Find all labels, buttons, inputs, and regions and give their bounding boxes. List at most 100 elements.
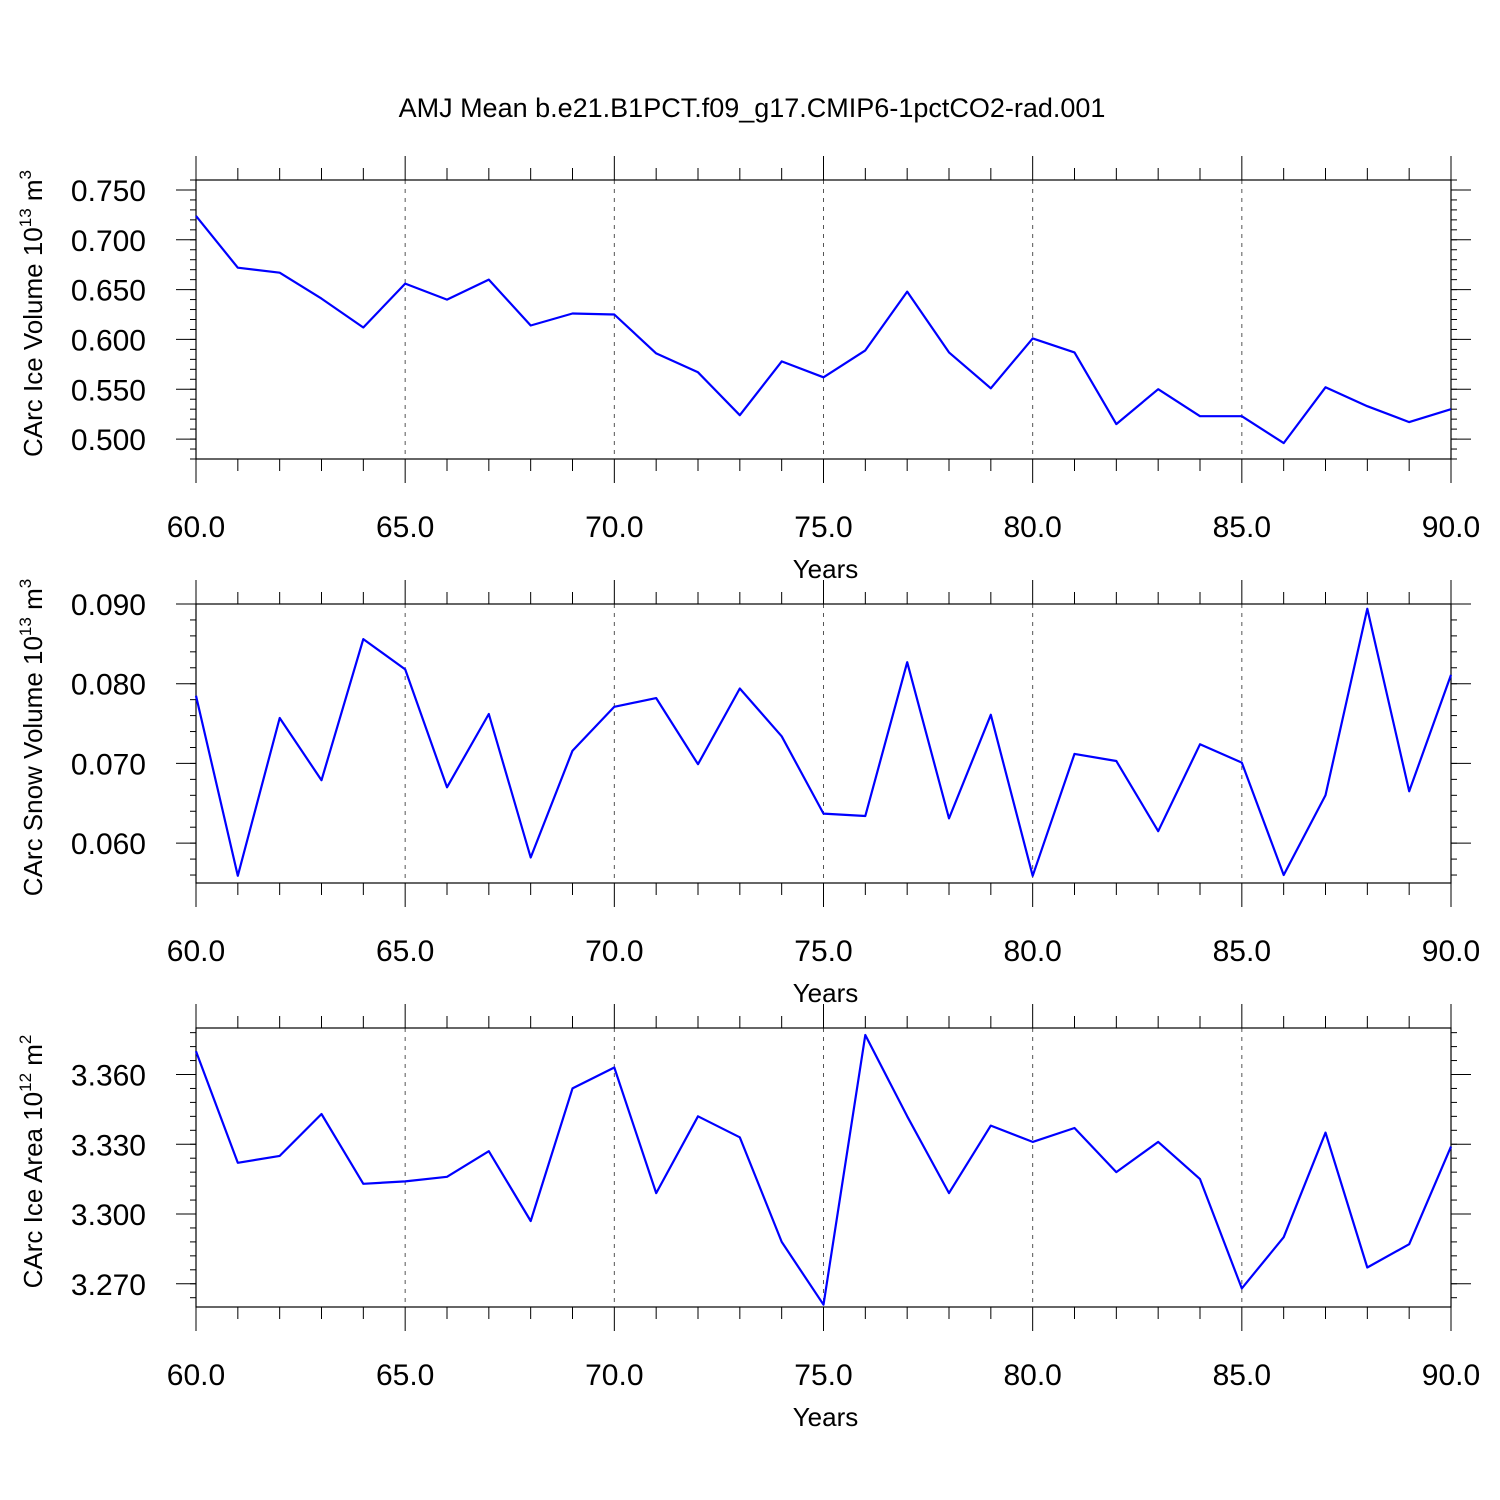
data-point <box>1156 829 1160 833</box>
data-point <box>1407 420 1411 424</box>
x-tick-label: 90.0 <box>1422 935 1480 968</box>
y-tick-label: 0.750 <box>71 175 146 208</box>
data-point <box>989 1124 993 1128</box>
data-point <box>487 1149 491 1153</box>
x-tick-label: 70.0 <box>585 511 643 544</box>
y-tick-label: 0.600 <box>71 324 146 357</box>
data-point <box>738 1135 742 1139</box>
data-point <box>1156 1140 1160 1144</box>
data-point <box>194 1049 198 1053</box>
series-line <box>194 607 1453 877</box>
data-point <box>696 1114 700 1118</box>
data-point <box>947 816 951 820</box>
data-point <box>1156 387 1160 391</box>
data-point <box>1031 874 1035 878</box>
x-tick-label: 60.0 <box>167 1359 225 1392</box>
data-point <box>863 1033 867 1037</box>
panel-1: 0.500 0.550 0.600 0.650 0.700 0.750 60.0 65.0 70… <box>16 156 1480 584</box>
data-point <box>1114 1170 1118 1174</box>
data-point <box>989 386 993 390</box>
data-point <box>696 762 700 766</box>
data-point <box>822 375 826 379</box>
data-point <box>445 1175 449 1179</box>
x-tick-label: 70.0 <box>585 935 643 968</box>
data-point <box>361 637 365 641</box>
data-point <box>278 716 282 720</box>
data-point <box>822 812 826 816</box>
data-point <box>529 855 533 859</box>
data-point <box>1031 1140 1035 1144</box>
data-point <box>654 351 658 355</box>
data-point <box>1449 673 1453 677</box>
data-point <box>1365 1265 1369 1269</box>
data-point <box>654 696 658 700</box>
data-point <box>1198 1177 1202 1181</box>
y-tick-label: 3.330 <box>71 1129 146 1162</box>
data-point <box>1365 607 1369 611</box>
data-point <box>1365 404 1369 408</box>
data-point <box>487 278 491 282</box>
data-point <box>487 712 491 716</box>
data-point <box>278 271 282 275</box>
y-tick-label: 0.700 <box>71 225 146 258</box>
data-point <box>905 290 909 294</box>
x-tick-label: 75.0 <box>794 511 852 544</box>
data-point <box>236 1161 240 1165</box>
data-point <box>863 814 867 818</box>
x-tick-label: 65.0 <box>376 1359 434 1392</box>
data-point <box>780 734 784 738</box>
x-axis-label: Years <box>793 978 859 1008</box>
x-tick-label: 80.0 <box>1003 511 1061 544</box>
y-axis-label: CArc Snow Volume 1013 m3 <box>16 579 48 896</box>
data-point <box>1198 742 1202 746</box>
data-point <box>320 297 324 301</box>
x-tick-label: 60.0 <box>167 511 225 544</box>
data-point <box>1240 1286 1244 1290</box>
data-point <box>738 413 742 417</box>
data-point <box>403 282 407 286</box>
y-tick-label: 0.550 <box>71 374 146 407</box>
data-point <box>571 749 575 753</box>
chart-title: AMJ Mean b.e21.B1PCT.f09_g17.CMIP6-1pctC… <box>399 93 1106 123</box>
data-point <box>403 667 407 671</box>
y-tick-label: 3.300 <box>71 1199 146 1232</box>
data-point <box>1240 414 1244 418</box>
data-point <box>822 1303 826 1307</box>
y-tick-label: 3.270 <box>71 1269 146 1302</box>
data-point <box>1407 1242 1411 1246</box>
data-point <box>278 1154 282 1158</box>
data-point <box>571 1086 575 1090</box>
data-point <box>947 350 951 354</box>
data-point <box>780 359 784 363</box>
data-point <box>194 214 198 218</box>
x-tick-label: 65.0 <box>376 511 434 544</box>
data-point <box>1282 1235 1286 1239</box>
data-point <box>738 686 742 690</box>
data-point <box>1240 761 1244 765</box>
x-tick-label: 75.0 <box>794 935 852 968</box>
y-axis-label: CArc Ice Area 1012 m2 <box>16 1035 48 1289</box>
data-point <box>612 705 616 709</box>
x-tick-label: 65.0 <box>376 935 434 968</box>
data-point <box>1449 1145 1453 1149</box>
data-point <box>361 1182 365 1186</box>
data-point <box>529 1219 533 1223</box>
x-tick-label: 90.0 <box>1422 1359 1480 1392</box>
y-tick-label: 0.080 <box>71 669 146 702</box>
data-point <box>403 1179 407 1183</box>
data-point <box>194 694 198 698</box>
panel-3: 3.270 3.300 3.330 3.360 60.0 65.0 70.0 75.0 80.0… <box>16 1004 1480 1432</box>
y-tick-label: 0.090 <box>71 589 146 622</box>
x-tick-label: 85.0 <box>1213 935 1271 968</box>
data-point <box>445 298 449 302</box>
data-point <box>1324 385 1328 389</box>
x-tick-label: 80.0 <box>1003 935 1061 968</box>
data-point <box>1031 336 1035 340</box>
x-tick-label: 75.0 <box>794 1359 852 1392</box>
data-point <box>361 325 365 329</box>
data-point <box>529 323 533 327</box>
panel-2: 0.060 0.070 0.080 0.090 60.0 65.0 70.0 75.0 80.0… <box>16 579 1480 1008</box>
y-tick-label: 0.060 <box>71 828 146 861</box>
data-point <box>863 348 867 352</box>
